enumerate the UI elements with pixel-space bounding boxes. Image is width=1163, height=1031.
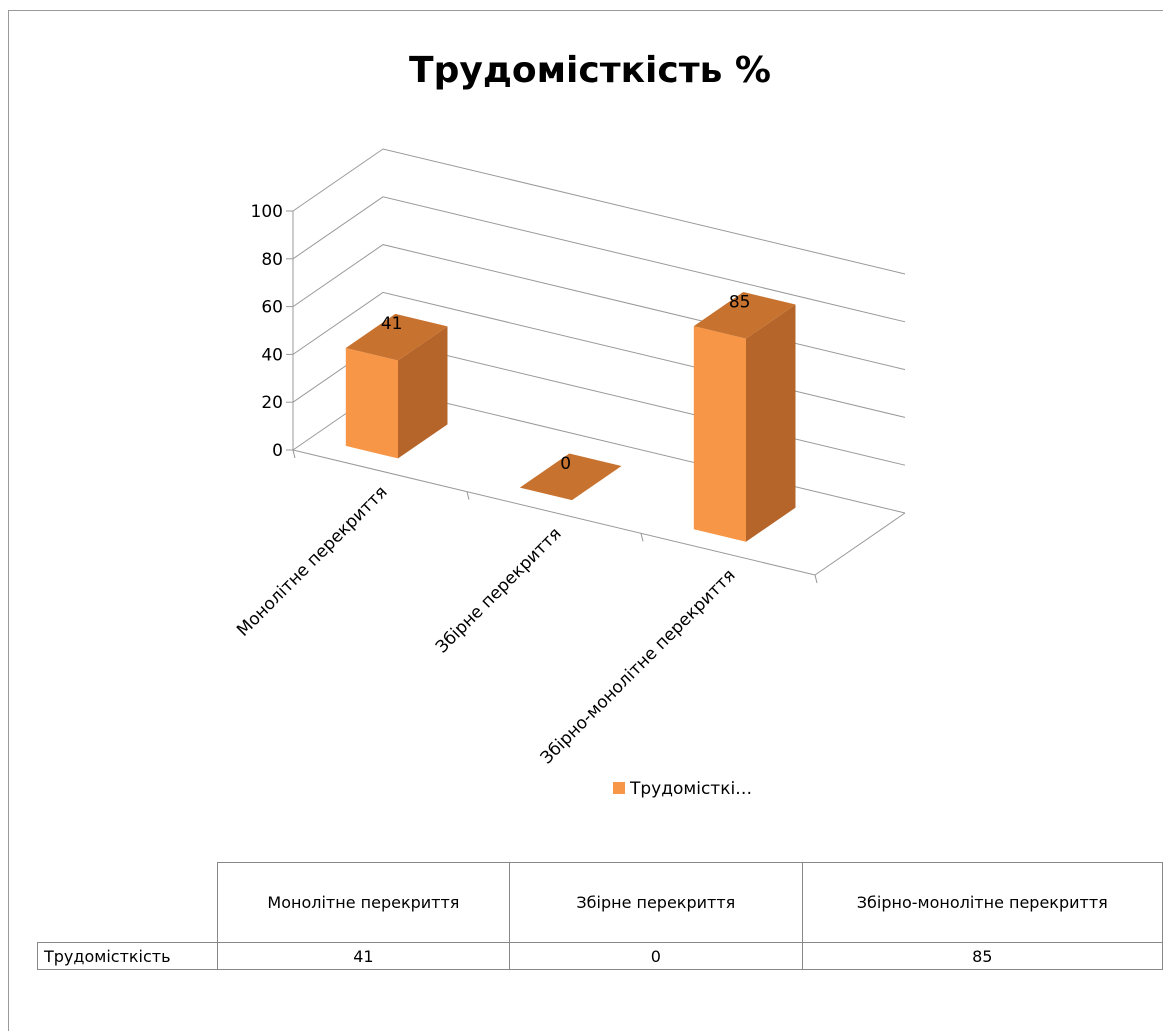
x-tick-label: Збірно-монолітне перекриття [537, 566, 740, 769]
data-label: 41 [381, 314, 403, 334]
y-tick-label: 80 [261, 250, 283, 270]
table-row-label: Трудомісткість [37, 942, 218, 970]
chart-title: Трудомісткість % [409, 50, 771, 91]
table-corner [38, 863, 218, 943]
table-header: Збірне перекриття [509, 862, 803, 943]
table-row: Трудомісткість 41 0 85 [37, 942, 1163, 970]
table-header-row: Монолітне перекриття Збірне перекриття З… [38, 862, 1163, 943]
bar-side [398, 326, 448, 459]
data-label: 85 [729, 292, 751, 312]
x-tick-label: Монолітне перекриття [233, 482, 391, 640]
y-tick-label: 0 [272, 441, 283, 461]
table-header: Монолітне перекриття [216, 862, 511, 943]
table-cell: 85 [801, 942, 1163, 970]
y-tick-label: 100 [251, 202, 283, 222]
bar-top [345, 313, 448, 361]
bar-top [519, 453, 622, 501]
data-label: 0 [560, 454, 571, 474]
bar-front [693, 326, 746, 542]
bar [693, 292, 796, 542]
grid-line [292, 148, 906, 275]
grid-line [292, 196, 906, 323]
y-tick-label: 20 [261, 393, 283, 413]
x-tick [640, 533, 644, 542]
bar [345, 313, 448, 459]
data-table: Монолітне перекриття Збірне перекриття З… [37, 862, 1163, 970]
legend-label: Трудомісткі… [629, 779, 752, 799]
bar [519, 453, 622, 501]
table-cell: 41 [216, 942, 511, 970]
bar-front [345, 347, 398, 459]
y-tick-label: 60 [261, 298, 283, 318]
table-cell: 0 [509, 942, 803, 970]
legend-swatch [613, 782, 625, 794]
bar-top [693, 292, 796, 339]
x-tick [466, 491, 470, 500]
chart-border [8, 10, 1163, 1031]
x-tick [292, 449, 296, 459]
bar-side [746, 304, 796, 542]
x-tick-label: Збірне перекриття [432, 524, 566, 658]
x-tick [814, 574, 818, 584]
y-tick-label: 40 [261, 345, 283, 365]
table-header: Збірно-монолітне перекриття [801, 862, 1163, 943]
